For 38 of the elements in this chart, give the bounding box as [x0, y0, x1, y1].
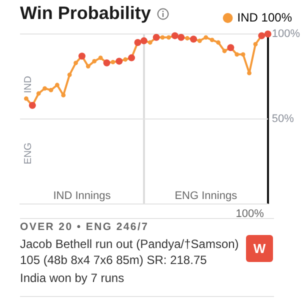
point — [148, 40, 152, 45]
point — [234, 52, 240, 57]
point — [98, 56, 103, 60]
annotation: ENG Innings — [174, 190, 238, 202]
point — [204, 35, 208, 40]
point — [240, 52, 246, 57]
chart-title: Win Probability — [20, 3, 151, 24]
legend-label: IND 100% — [237, 10, 292, 24]
point — [86, 64, 90, 68]
annotation: ENG — [22, 142, 34, 164]
point — [210, 38, 214, 42]
point — [42, 86, 47, 91]
point — [36, 91, 41, 96]
point — [253, 42, 258, 46]
point — [67, 72, 72, 77]
point — [216, 40, 220, 45]
point — [222, 48, 227, 54]
point — [54, 82, 60, 88]
text: 100% — [236, 208, 264, 220]
point — [74, 60, 78, 66]
point — [166, 35, 171, 40]
y-tick-label: 50% — [272, 113, 294, 126]
point — [185, 36, 190, 40]
point — [123, 57, 128, 62]
point — [92, 59, 97, 64]
text: Jacob Bethell run out (Pandya/†Samson) 105 (48b 8x4 7x6 85m) SR: 218.75 — [20, 236, 240, 268]
point — [247, 70, 252, 76]
annotation: IND Innings — [53, 190, 112, 202]
wicket-badge: W — [246, 235, 273, 262]
point — [48, 88, 54, 92]
point — [160, 35, 165, 40]
point — [24, 96, 28, 101]
text: OVER 20 • ENG 246/7 — [20, 221, 149, 233]
point — [61, 93, 66, 98]
point — [198, 38, 202, 43]
annotation: IND — [22, 76, 34, 94]
point — [110, 60, 116, 64]
text: India won by 7 runs — [20, 271, 124, 285]
